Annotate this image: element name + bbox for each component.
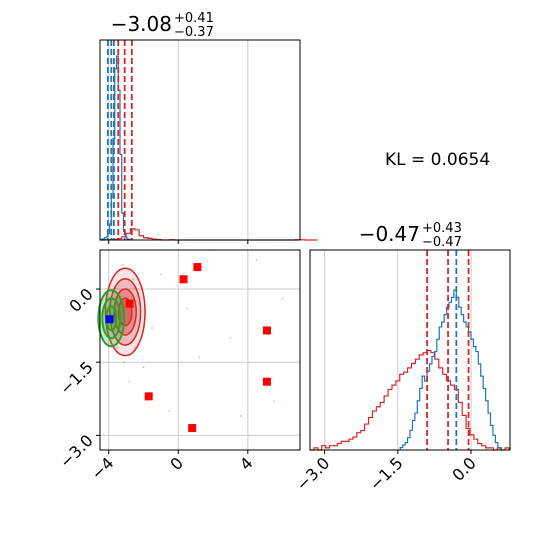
param1-title-lower: −0.37: [174, 25, 214, 40]
x-tick-label: 0: [166, 453, 187, 474]
kl-annotation: KL = 0.0654: [385, 150, 490, 170]
joint-scatter-panel: [96, 249, 301, 454]
red-square-marker: [144, 392, 153, 401]
param2-title-upper: +0.43: [422, 221, 462, 236]
red-contour: [104, 267, 146, 357]
scatter-point: [121, 263, 124, 266]
scatter-point: [239, 414, 242, 417]
scatter-point: [116, 346, 119, 349]
scatter-point: [229, 336, 232, 339]
param1-title: −3.08: [111, 12, 172, 36]
scatter-point: [255, 258, 258, 261]
scatter-point: [151, 327, 154, 329]
blue-histogram: [399, 289, 501, 450]
scatter-point: [159, 273, 162, 276]
x-tick-label: 4: [236, 453, 257, 474]
param1-title-upper: +0.41: [174, 11, 214, 26]
joint-frame: [99, 249, 301, 451]
x-tick-label: 0.0: [448, 453, 479, 484]
red-histogram: [310, 349, 510, 451]
param1-frame: [99, 39, 301, 241]
param1-histogram-panel: [99, 39, 318, 244]
y-tick-label: −1.5: [56, 358, 97, 399]
scatter-point: [123, 361, 126, 364]
blue-histogram: [100, 55, 132, 241]
scatter-point: [281, 297, 284, 300]
param2-title-lower: −0.47: [422, 235, 462, 250]
x-tick-label: −3.0: [293, 453, 334, 494]
scatter-point: [273, 400, 275, 403]
x-tick-label: −1.5: [366, 453, 407, 494]
scatter-point: [186, 307, 188, 310]
scatter-point: [142, 366, 145, 368]
red-square-marker: [179, 275, 188, 284]
red-square-marker: [193, 263, 202, 272]
param2-histogram-panel: [309, 249, 511, 454]
red-square-marker: [188, 424, 197, 433]
red-square-marker: [262, 377, 271, 386]
scatter-point: [128, 380, 131, 383]
red-square-marker: [125, 299, 134, 308]
param2-frame: [309, 249, 511, 451]
scatter-point: [133, 346, 136, 349]
y-tick-label: 0.0: [65, 284, 96, 315]
red-square-marker: [262, 326, 271, 335]
blue-square-marker: [105, 315, 114, 324]
scatter-point: [168, 410, 171, 412]
scatter-point: [198, 356, 201, 359]
scatter-point: [132, 278, 134, 281]
x-tick-label: −4: [87, 453, 117, 483]
param2-title: −0.47: [359, 222, 420, 246]
